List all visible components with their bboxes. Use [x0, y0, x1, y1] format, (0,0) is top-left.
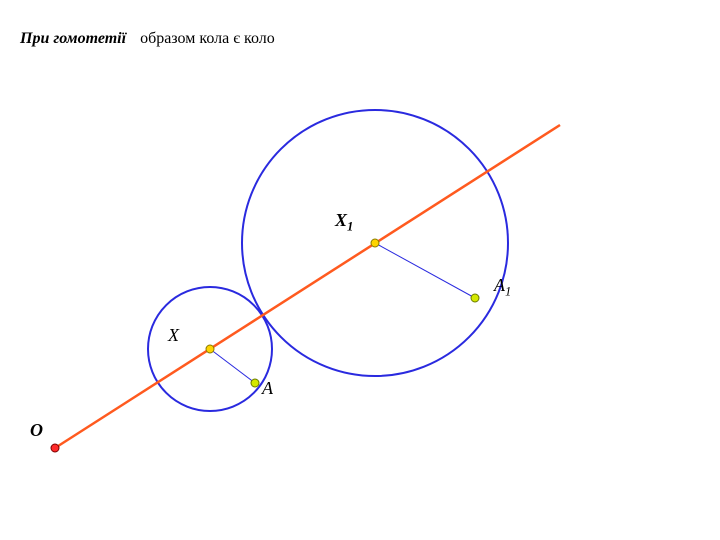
label-o: O: [30, 420, 43, 441]
point-A: [251, 379, 259, 387]
segment-1: [375, 243, 475, 298]
segment-0: [210, 349, 255, 383]
label-a1: A1: [494, 275, 511, 300]
diagram-canvas: При гомотетіїобразом кола є коло O X A X…: [0, 0, 720, 540]
point-X: [206, 345, 214, 353]
geometry-svg: [0, 0, 720, 540]
ray: [55, 125, 560, 448]
point-A1: [471, 294, 479, 302]
label-x1: X1: [335, 210, 353, 235]
point-X1: [371, 239, 379, 247]
point-O: [51, 444, 59, 452]
label-a: A: [262, 378, 273, 399]
label-x: X: [168, 325, 179, 346]
